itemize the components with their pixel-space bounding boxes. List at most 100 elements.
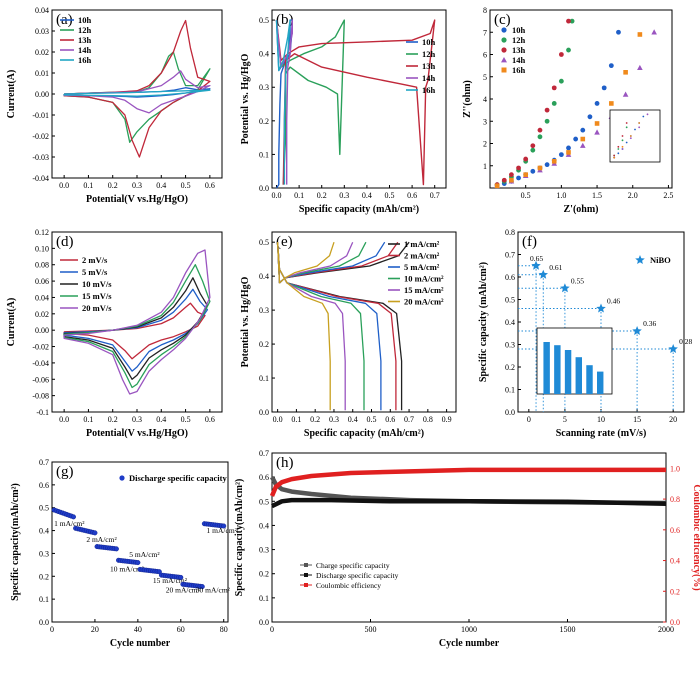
y-axis-label: Specific capacity(mAh/cm²)	[234, 479, 245, 597]
nyquist-point	[501, 177, 507, 183]
legend-label: 20 mV/s	[82, 303, 112, 313]
legend-label: 16h	[422, 85, 436, 95]
y-tick-label: 0.3	[259, 306, 269, 315]
data-star	[596, 303, 606, 313]
right-axis-label: Coulombic efficiency(%)	[691, 484, 700, 590]
cycling-curve	[269, 467, 666, 497]
x-tick-label: 0.1	[83, 181, 93, 190]
panel-label: (d)	[56, 234, 74, 250]
x-tick-label: 0.5	[521, 191, 531, 200]
legend-label: 1 mA/cm²	[404, 239, 440, 249]
segment-label: 15 mA/cm²	[153, 576, 188, 585]
nyquist-point	[551, 101, 557, 106]
x-tick-label: 0.6	[407, 191, 417, 200]
x-tick-label: 0.3	[132, 181, 142, 190]
x-tick-label: 20	[669, 415, 677, 424]
data-star	[560, 283, 570, 293]
y-tick-label: -0.01	[32, 111, 49, 120]
y-tick-label: 0.4	[259, 272, 269, 281]
cv-rate-curve	[63, 288, 209, 372]
data-star	[531, 260, 541, 270]
y-tick-label: 0.10	[35, 244, 49, 253]
nyquist-point	[594, 101, 600, 106]
cycle-point	[92, 530, 98, 536]
legend-label: 20 mA/cm²	[404, 297, 444, 307]
segment-label: 30 mA/cm²	[196, 585, 231, 594]
gcd-charge-curve	[276, 241, 410, 284]
legend-marker	[501, 67, 507, 73]
legend-label: 14h	[78, 45, 92, 55]
y-tick-label: 0.1	[39, 595, 49, 604]
y-tick-label: -0.02	[32, 343, 49, 352]
plot-frame	[51, 461, 229, 623]
x-tick-label: 60	[177, 625, 185, 634]
x-tick-label: 1000	[461, 625, 477, 634]
nyquist-point	[566, 145, 571, 151]
nyquist-point	[558, 152, 564, 158]
y-axis-label: Current(A)	[6, 70, 17, 119]
y-tick-label: 0.04	[35, 293, 49, 302]
right-tick-label: 1.0	[670, 464, 680, 473]
legend-label: 10 mA/cm²	[404, 274, 444, 284]
nyquist-point	[509, 177, 514, 183]
data-star	[632, 326, 642, 335]
legend-label: 12h	[422, 49, 436, 59]
x-axis-label: Z'(ohm)	[564, 204, 599, 215]
nyquist-point	[601, 85, 607, 91]
x-axis-label: Potential(V vs.Hg/HgO)	[86, 194, 188, 205]
y-tick-label: 7	[483, 28, 487, 37]
x-tick-label: 0.3	[329, 415, 339, 424]
y-tick-label: 0.0	[505, 408, 515, 417]
cycle-point	[113, 546, 119, 552]
x-tick-label: 1500	[560, 625, 576, 634]
legend-label: 12h	[78, 25, 92, 35]
y-tick-label: -0.03	[32, 153, 49, 162]
nyquist-point	[558, 78, 564, 84]
data-label: 0.36	[643, 319, 656, 328]
nyquist-point	[573, 136, 579, 142]
y-tick-label: 0.2	[259, 570, 269, 579]
y-tick-label: 0.2	[259, 340, 269, 349]
inset-point	[613, 156, 616, 159]
cv-rate-curve	[63, 277, 209, 380]
x-tick-label: 0.3	[339, 191, 349, 200]
y-axis-label: Current(A)	[6, 298, 17, 347]
panel-f: 0 5 10 15 20 0.0 0.1 0.2 0.3 0.4 0.5 0.6 0.7 0.8 Scann…	[478, 228, 693, 439]
panel-d: 0.0 0.1 0.2 0.3 0.4 0.5 0.6 -0.1 -0.08 -0.06 -0.04…	[6, 228, 223, 439]
legend-marker	[304, 573, 308, 577]
panel-label: (e)	[276, 234, 293, 250]
x-tick-label: 0.4	[348, 415, 358, 424]
y-tick-label: 0.12	[35, 228, 49, 237]
right-tick-label: 0.8	[670, 495, 680, 504]
y-tick-label: -0.04	[32, 174, 49, 183]
x-tick-label: 0.6	[385, 415, 395, 424]
legend-label: 13h	[512, 45, 526, 55]
data-label: 0.28	[679, 337, 692, 346]
y-tick-label: 0.02	[35, 310, 49, 319]
inset-point	[617, 148, 620, 150]
nyquist-point	[558, 52, 564, 57]
y-tick-label: -0.08	[32, 392, 49, 401]
cycling-curve	[271, 497, 667, 509]
legend-label: Discharge specific capacity	[129, 473, 227, 483]
x-tick-label: 80	[220, 625, 228, 634]
gcd-charge-curve	[276, 241, 335, 284]
nyquist-point	[530, 168, 536, 174]
legend-label: 12h	[512, 35, 526, 45]
nyquist-point	[537, 134, 543, 140]
cycle-point	[178, 574, 184, 580]
data-label: 0.65	[530, 254, 543, 263]
data-label: 0.46	[607, 297, 620, 306]
inset-point	[629, 135, 632, 137]
cv-rate-curve	[63, 249, 211, 395]
y-tick-label: 0.5	[259, 238, 269, 247]
nyquist-point	[544, 162, 550, 168]
inset-point	[621, 145, 624, 148]
y-tick-label: -0.02	[32, 132, 49, 141]
legend-label: 16h	[78, 55, 92, 65]
right-tick-label: 0.0	[670, 618, 680, 627]
data-label: 0.55	[571, 276, 584, 285]
panel-e: 0.0 0.1 0.2 0.3 0.4 0.5 0.6 0.7 0.8 0.9 0.0 0.1 0.2 0…	[240, 231, 457, 439]
x-axis-label: Cycle number	[110, 638, 171, 649]
y-tick-label: -0.1	[36, 408, 49, 417]
